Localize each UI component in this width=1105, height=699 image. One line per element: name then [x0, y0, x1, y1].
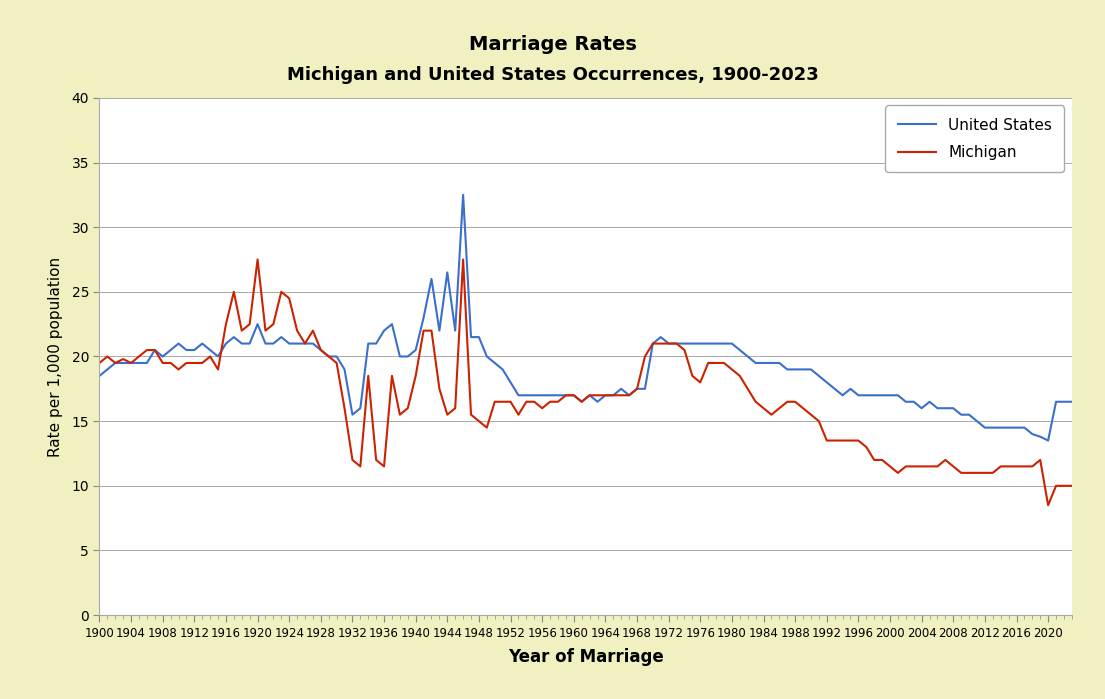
United States — [378, 326, 391, 335]
Michigan — [283, 294, 296, 303]
Michigan — [1065, 482, 1078, 490]
Text: Marriage Rates: Marriage Rates — [469, 35, 636, 54]
Line: Michigan: Michigan — [99, 259, 1072, 505]
X-axis label: Year of Marriage: Year of Marriage — [508, 648, 663, 666]
Michigan — [93, 359, 106, 367]
United States — [1065, 398, 1078, 406]
Text: Michigan and United States Occurrences, 1900-2023: Michigan and United States Occurrences, … — [286, 66, 819, 85]
United States — [456, 191, 470, 199]
United States — [101, 366, 114, 374]
Michigan — [251, 255, 264, 264]
United States — [275, 333, 288, 341]
Legend: United States, Michigan: United States, Michigan — [885, 106, 1064, 172]
United States — [156, 352, 169, 361]
Michigan — [527, 398, 540, 406]
Line: United States: United States — [99, 195, 1072, 440]
United States — [527, 391, 540, 399]
Michigan — [386, 372, 399, 380]
Y-axis label: Rate per 1,000 population: Rate per 1,000 population — [49, 257, 63, 456]
United States — [1042, 436, 1055, 445]
United States — [662, 339, 675, 347]
United States — [93, 372, 106, 380]
Michigan — [156, 359, 169, 367]
Michigan — [1042, 501, 1055, 510]
Michigan — [101, 352, 114, 361]
Michigan — [662, 339, 675, 347]
